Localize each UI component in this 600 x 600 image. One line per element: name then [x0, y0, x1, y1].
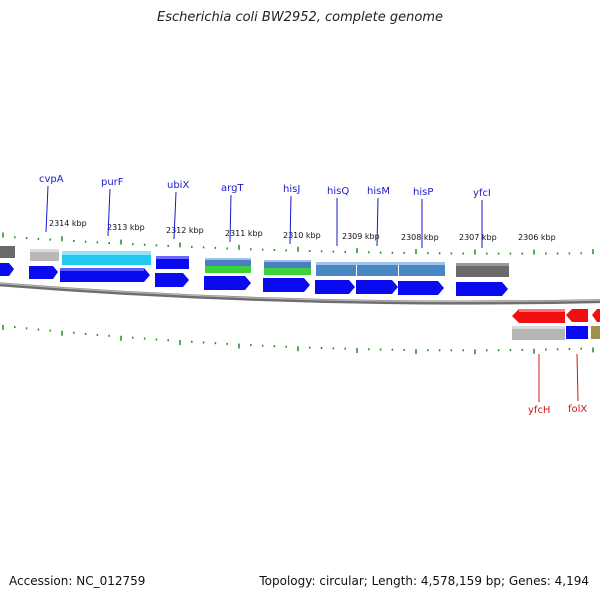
label-leader	[173, 191, 177, 240]
gene-arrow	[263, 278, 310, 292]
gene-label-yfcI[interactable]: yfcI	[473, 188, 491, 199]
gene-arrow	[456, 282, 508, 296]
scale-label: 2312 kbp	[166, 226, 204, 235]
genome-backbone	[0, 282, 600, 305]
forward-gene-arrows	[0, 263, 508, 296]
gene-arrow	[592, 309, 600, 322]
feature-box	[264, 260, 311, 262]
genome-summary-text: Topology: circular; Length: 4,578,159 bp…	[259, 574, 589, 588]
gene-label-ubiX[interactable]: ubiX	[167, 180, 189, 191]
gene-label-hisJ[interactable]: hisJ	[283, 184, 300, 195]
feature-box	[316, 262, 356, 276]
label-leader	[576, 353, 579, 402]
label-leader	[45, 185, 49, 233]
scale-label: 2310 kbp	[283, 231, 321, 240]
scale-label: 2314 kbp	[49, 219, 87, 228]
gene-label-yfcH[interactable]: yfcH	[528, 405, 550, 416]
gene-arrow	[60, 268, 150, 282]
feature-box	[205, 258, 251, 260]
feature-box	[566, 326, 588, 339]
gene-arrow	[398, 281, 444, 295]
accession-text: Accession: NC_012759	[9, 574, 146, 588]
feature-box	[512, 326, 565, 329]
feature-box	[512, 326, 565, 340]
feature-box	[264, 268, 311, 275]
feature-box	[357, 262, 398, 276]
label-leader	[107, 188, 111, 237]
gene-arrow	[512, 309, 565, 323]
gene-arrow-shine	[519, 309, 565, 312]
scale-label: 2313 kbp	[107, 223, 145, 232]
gene-label-cvpA[interactable]: cvpA	[39, 174, 64, 185]
forward-feature-boxes	[0, 246, 509, 277]
feature-box	[156, 256, 189, 259]
scale-label: 2306 kbp	[518, 233, 556, 242]
scale-label: 2307 kbp	[459, 233, 497, 242]
reverse-gene-arrows	[512, 309, 600, 340]
feature-box	[205, 266, 251, 273]
feature-box	[30, 249, 59, 252]
gene-arrow	[0, 263, 14, 276]
feature-box	[399, 262, 445, 276]
feature-box	[591, 326, 600, 339]
scale-ticks-upper	[2, 232, 594, 255]
scale-ticks-lower	[2, 324, 594, 355]
scale-label: 2309 kbp	[342, 232, 380, 241]
gene-label-hisM[interactable]: hisM	[367, 186, 390, 197]
scale-label: 2311 kbp	[225, 229, 263, 238]
gene-label-folX[interactable]: folX	[568, 404, 587, 415]
reverse-gene-labels: yfcH folX	[528, 353, 587, 416]
scale-labels: 2314 kbp 2313 kbp 2312 kbp 2311 kbp 2310…	[49, 219, 556, 242]
gene-arrow-shine	[60, 268, 144, 271]
gene-arrow	[155, 273, 189, 287]
feature-box	[62, 251, 151, 255]
gene-arrow	[356, 280, 398, 294]
label-leader	[376, 197, 379, 247]
map-title: Escherichia coli BW2952, complete genome	[157, 10, 443, 25]
forward-gene-labels: cvpA purF ubiX argT hisJ hisQ hisM hisP …	[39, 174, 491, 248]
gene-label-argT[interactable]: argT	[221, 183, 244, 194]
feature-box	[156, 256, 189, 269]
gene-arrow	[29, 266, 58, 279]
gene-label-hisQ[interactable]: hisQ	[327, 186, 349, 197]
gene-label-purF[interactable]: purF	[101, 177, 124, 188]
label-leader	[289, 195, 292, 245]
gene-arrow	[566, 309, 588, 322]
gene-arrow	[315, 280, 355, 294]
feature-box	[456, 263, 509, 266]
feature-box	[316, 262, 445, 265]
gene-arrow	[204, 276, 251, 290]
genome-backbone-highlight	[0, 282, 600, 303]
label-leader	[229, 194, 232, 243]
feature-box	[205, 258, 251, 266]
feature-box	[0, 246, 15, 258]
feature-box	[456, 263, 509, 277]
scale-label: 2308 kbp	[401, 233, 439, 242]
gene-label-hisP[interactable]: hisP	[413, 187, 433, 198]
feature-box	[264, 260, 311, 268]
